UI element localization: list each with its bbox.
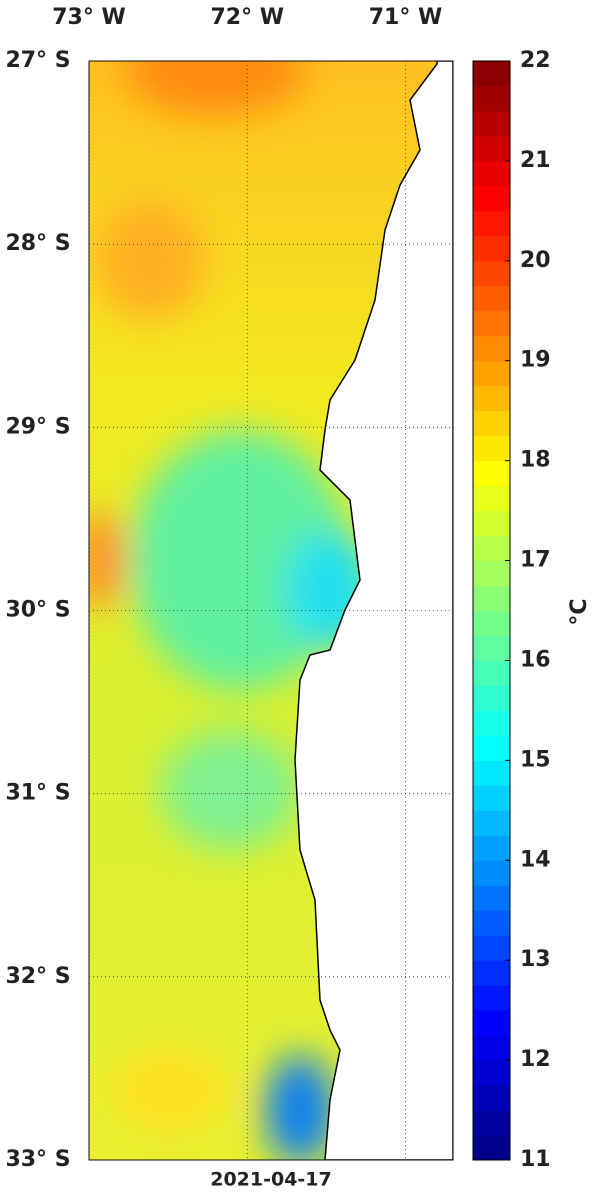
- colorbar-step: [473, 610, 510, 636]
- colorbar: 11 12 13 14 15 16 17 18 19 20 21 22: [472, 48, 551, 1172]
- colorbar-step: [473, 435, 510, 462]
- colorbar-step: [473, 510, 510, 537]
- colorbar-step: [473, 735, 510, 761]
- colorbar-tick-label: 11: [520, 1147, 551, 1172]
- colorbar-tick-label: 20: [520, 248, 551, 273]
- lat-tick-label: 29° S: [5, 414, 70, 439]
- colorbar-step: [473, 635, 510, 661]
- lat-tick-label: 32° S: [5, 964, 70, 989]
- lat-tick-label: 28° S: [5, 231, 70, 256]
- lat-tick-label: 33° S: [5, 1147, 70, 1172]
- colorbar-tick-label: 18: [520, 448, 551, 473]
- lat-tick-label: 27° S: [5, 48, 70, 73]
- colorbar-step: [473, 410, 510, 437]
- colorbar-step: [473, 985, 510, 1011]
- colorbar-step: [473, 85, 510, 112]
- colorbar-step: [473, 760, 510, 786]
- colorbar-step: [473, 710, 510, 736]
- colorbar-step: [473, 660, 510, 686]
- colorbar-step: [473, 185, 510, 212]
- colorbar-step: [473, 1135, 510, 1161]
- lon-tick-label: 71° W: [369, 5, 443, 30]
- colorbar-label: °C: [567, 598, 592, 625]
- colorbar-step: [473, 260, 510, 287]
- colorbar-step: [473, 535, 510, 562]
- colorbar-step: [473, 560, 510, 587]
- colorbar-step: [473, 235, 510, 262]
- colorbar-tick-label: 17: [520, 548, 551, 573]
- colorbar-step: [473, 110, 510, 137]
- colorbar-step: [473, 61, 510, 87]
- lat-tick-label: 31° S: [5, 781, 70, 806]
- colorbar-step: [473, 685, 510, 711]
- colorbar-tick-label: 14: [520, 847, 551, 872]
- colorbar-step: [473, 1085, 510, 1111]
- colorbar-step: [473, 1035, 510, 1061]
- colorbar-step: [473, 360, 510, 387]
- colorbar-step: [473, 135, 510, 162]
- colorbar-tick-label: 22: [520, 48, 551, 73]
- colorbar-step: [473, 485, 510, 512]
- lat-tick-label: 30° S: [5, 598, 70, 623]
- colorbar-step: [473, 460, 510, 487]
- colorbar-step: [473, 310, 510, 337]
- lon-tick-label: 73° W: [52, 5, 126, 30]
- colorbar-step: [473, 960, 510, 986]
- colorbar-step: [473, 585, 510, 611]
- colorbar-step: [473, 910, 510, 936]
- sst-field: [89, 61, 453, 1160]
- colorbar-tick-label: 15: [520, 747, 551, 772]
- colorbar-step: [473, 160, 510, 187]
- colorbar-tick-label: 13: [520, 947, 551, 972]
- date-label: 2021-04-17: [210, 1169, 332, 1189]
- colorbar-tick-label: 12: [520, 1047, 551, 1072]
- colorbar-step: [473, 1110, 510, 1136]
- colorbar-tick-label: 19: [520, 348, 551, 373]
- colorbar-step: [473, 210, 510, 237]
- colorbar-step: [473, 335, 510, 362]
- colorbar-step: [473, 1060, 510, 1086]
- colorbar-step: [473, 1010, 510, 1036]
- colorbar-tick-label: 21: [520, 148, 551, 173]
- colorbar-step: [473, 935, 510, 961]
- colorbar-tick-label: 16: [520, 647, 551, 672]
- colorbar-step: [473, 810, 510, 836]
- colorbar-step: [473, 885, 510, 911]
- colorbar-step: [473, 385, 510, 412]
- colorbar-step: [473, 835, 510, 861]
- colorbar-step: [473, 860, 510, 886]
- lon-tick-label: 72° W: [210, 5, 284, 30]
- colorbar-step: [473, 785, 510, 811]
- colorbar-frame: [472, 60, 511, 1161]
- colorbar-step: [473, 285, 510, 312]
